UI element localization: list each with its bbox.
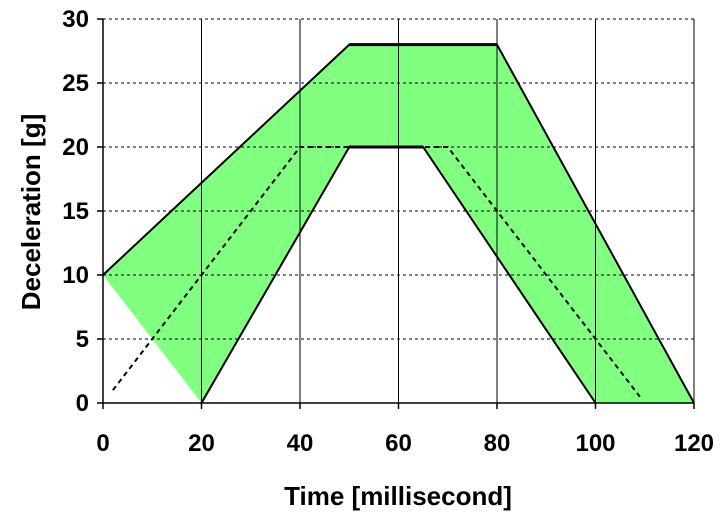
y-tick-label: 30 [62,6,89,33]
dashed-series-line [112,146,641,398]
x-tick-label: 20 [188,430,215,457]
x-axis-title: Time [millisecond] [284,481,512,511]
y-tick-label: 20 [62,134,89,161]
x-tick-label: 40 [287,430,314,457]
tick-labels: 0 20 40 60 80 100 120 0 5 10 15 20 25 30 [62,6,714,457]
y-axis-title: Deceleration [g] [16,114,46,311]
x-tick-label: 0 [96,430,109,457]
y-tick-label: 10 [62,262,89,289]
y-tick-label: 25 [62,70,89,97]
axes [97,18,695,409]
series-layer [112,146,641,398]
y-tick-label: 0 [76,390,89,417]
x-tick-label: 60 [385,430,412,457]
x-tick-label: 80 [484,430,511,457]
y-tick-label: 5 [76,326,89,353]
x-tick-label: 120 [674,430,714,457]
x-tick-label: 100 [575,430,615,457]
y-tick-label: 15 [62,198,89,225]
